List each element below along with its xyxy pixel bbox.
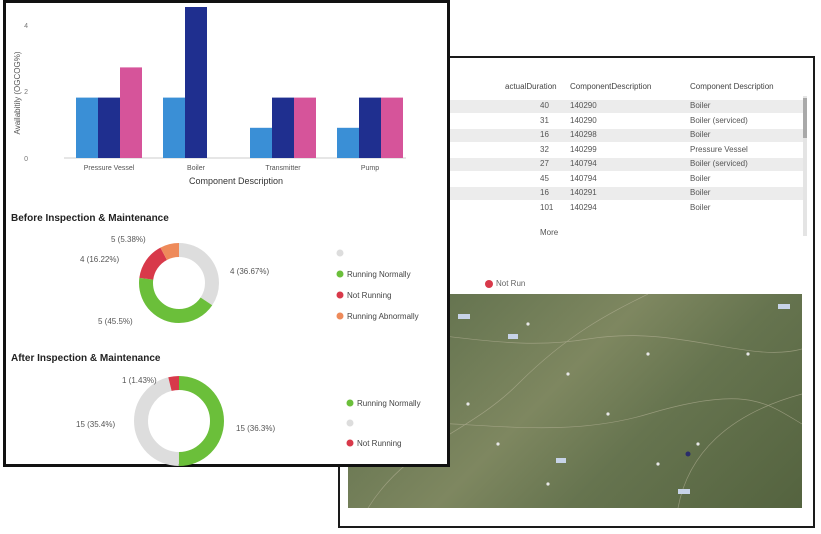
x-axis-label: Component Description bbox=[189, 176, 283, 186]
legend-dot-icon bbox=[336, 249, 344, 257]
donut-label: 15 (36.3%) bbox=[236, 424, 275, 433]
bar[interactable] bbox=[294, 97, 316, 158]
bar[interactable] bbox=[163, 97, 185, 158]
table-row[interactable]: 16 140298 Boiler bbox=[445, 129, 803, 142]
table-row[interactable]: 31 140290 Boiler (serviced) bbox=[445, 115, 803, 128]
bar[interactable] bbox=[98, 97, 120, 158]
table-cell: 140291 bbox=[570, 188, 597, 197]
donut-label: 1 (1.43%) bbox=[122, 376, 157, 385]
table-row[interactable]: 16 140291 Boiler bbox=[445, 187, 803, 200]
x-tick-label: Pressure Vessel bbox=[84, 165, 135, 172]
table-row[interactable]: 101 140294 Boiler bbox=[445, 202, 803, 215]
legend-label: Not Running bbox=[357, 439, 401, 448]
donut-label: 4 (36.67%) bbox=[230, 267, 269, 276]
table-cell: Boiler bbox=[690, 202, 711, 212]
table-cell: 140290 bbox=[570, 115, 597, 125]
table-cell: Boiler (serviced) bbox=[690, 115, 748, 125]
legend-dot-icon bbox=[346, 419, 354, 427]
bar[interactable] bbox=[185, 7, 207, 158]
legend-dot-icon bbox=[336, 270, 344, 278]
legend-dot-icon bbox=[346, 439, 354, 447]
table-cell: Pressure Vessel bbox=[690, 144, 748, 154]
bar[interactable] bbox=[337, 127, 359, 158]
y-tick-label: 4 bbox=[24, 23, 28, 30]
bar[interactable] bbox=[272, 97, 294, 158]
column-header[interactable]: Component Description bbox=[690, 82, 774, 91]
table-cell: 32 bbox=[540, 144, 549, 154]
x-tick-label: Boiler bbox=[187, 165, 206, 172]
donut-label: 5 (45.5%) bbox=[98, 317, 133, 326]
table-cell: Boiler bbox=[690, 188, 711, 197]
table-cell: 140290 bbox=[570, 101, 597, 110]
y-tick-label: 2 bbox=[24, 89, 28, 96]
table-cell: 40 bbox=[540, 101, 549, 110]
donut-segment[interactable] bbox=[134, 376, 224, 466]
table-cell: Boiler bbox=[690, 130, 711, 139]
table-row[interactable]: 27 140794 Boiler (serviced) bbox=[445, 158, 803, 171]
scrollbar[interactable] bbox=[803, 96, 807, 236]
legend-dot-icon bbox=[336, 291, 344, 299]
bar[interactable] bbox=[381, 97, 403, 158]
table-cell: Boiler bbox=[690, 173, 711, 183]
donut-label: 4 (16.22%) bbox=[80, 255, 119, 264]
x-tick-label: Transmitter bbox=[265, 165, 301, 172]
dashboard-panel: Availabitily (OGCOG%) Component Descript… bbox=[3, 0, 450, 467]
table-cell: 140299 bbox=[570, 144, 597, 154]
table-cell: 27 bbox=[540, 159, 549, 168]
table-cell: 45 bbox=[540, 173, 549, 183]
donut-label: 5 (5.38%) bbox=[111, 235, 146, 244]
table-row[interactable]: 45 140794 Boiler bbox=[445, 173, 803, 186]
x-tick-label: Pump bbox=[361, 165, 379, 172]
donut-segment[interactable] bbox=[139, 243, 219, 323]
column-header[interactable]: ComponentDescription bbox=[570, 82, 652, 91]
bar[interactable] bbox=[359, 97, 381, 158]
table-cell: 140294 bbox=[570, 202, 597, 212]
before-title: Before Inspection & Maintenance bbox=[11, 213, 169, 224]
table-cell: 140298 bbox=[570, 130, 597, 139]
table-row[interactable]: 40 140290 Boiler bbox=[445, 100, 803, 113]
legend-label: Running Abnormally bbox=[347, 312, 419, 321]
table-cell: 31 bbox=[540, 115, 549, 125]
legend-label: Running Normally bbox=[347, 270, 411, 279]
bar-chart: Availabitily (OGCOG%) Component Descript… bbox=[13, 7, 406, 186]
column-header[interactable]: actualDuration bbox=[505, 82, 557, 91]
y-axis-label: Availabitily (OGCOG%) bbox=[13, 51, 22, 134]
legend-label: Running Normally bbox=[357, 399, 421, 408]
table-cell: 16 bbox=[540, 188, 549, 197]
before-donut-chart: 5 (5.38%) 4 (16.22%) 4 (36.67%) 5 (45.5%… bbox=[80, 235, 419, 326]
table-cell: 140794 bbox=[570, 173, 597, 183]
bar[interactable] bbox=[250, 127, 272, 158]
donut-segment[interactable] bbox=[134, 376, 224, 466]
table-cell: Boiler (serviced) bbox=[690, 159, 748, 168]
donut-label: 15 (35.4%) bbox=[76, 420, 115, 429]
legend-dot-icon bbox=[485, 280, 493, 288]
legend-dot-icon bbox=[336, 312, 344, 320]
legend-label: Not Running bbox=[347, 291, 391, 300]
after-donut-chart: 1 (1.43%) 15 (35.4%) 15 (36.3%) Running … bbox=[76, 376, 421, 466]
table-cell: 101 bbox=[540, 202, 554, 212]
table-cell: Boiler bbox=[690, 101, 711, 110]
donut-segment[interactable] bbox=[139, 243, 219, 323]
table-row[interactable]: 32 140299 Pressure Vessel bbox=[445, 144, 803, 157]
table-cell: 16 bbox=[540, 130, 549, 139]
legend-dot-icon bbox=[346, 399, 354, 407]
y-tick-label: 0 bbox=[24, 156, 28, 163]
table-cell: 140794 bbox=[570, 159, 597, 168]
more-link[interactable]: More bbox=[540, 228, 559, 237]
bar[interactable] bbox=[120, 67, 142, 158]
scrollbar-thumb[interactable] bbox=[803, 98, 807, 138]
bar[interactable] bbox=[76, 97, 98, 158]
after-title: After Inspection & Maintenance bbox=[11, 353, 161, 364]
map-legend-label: Not Run bbox=[496, 279, 526, 288]
